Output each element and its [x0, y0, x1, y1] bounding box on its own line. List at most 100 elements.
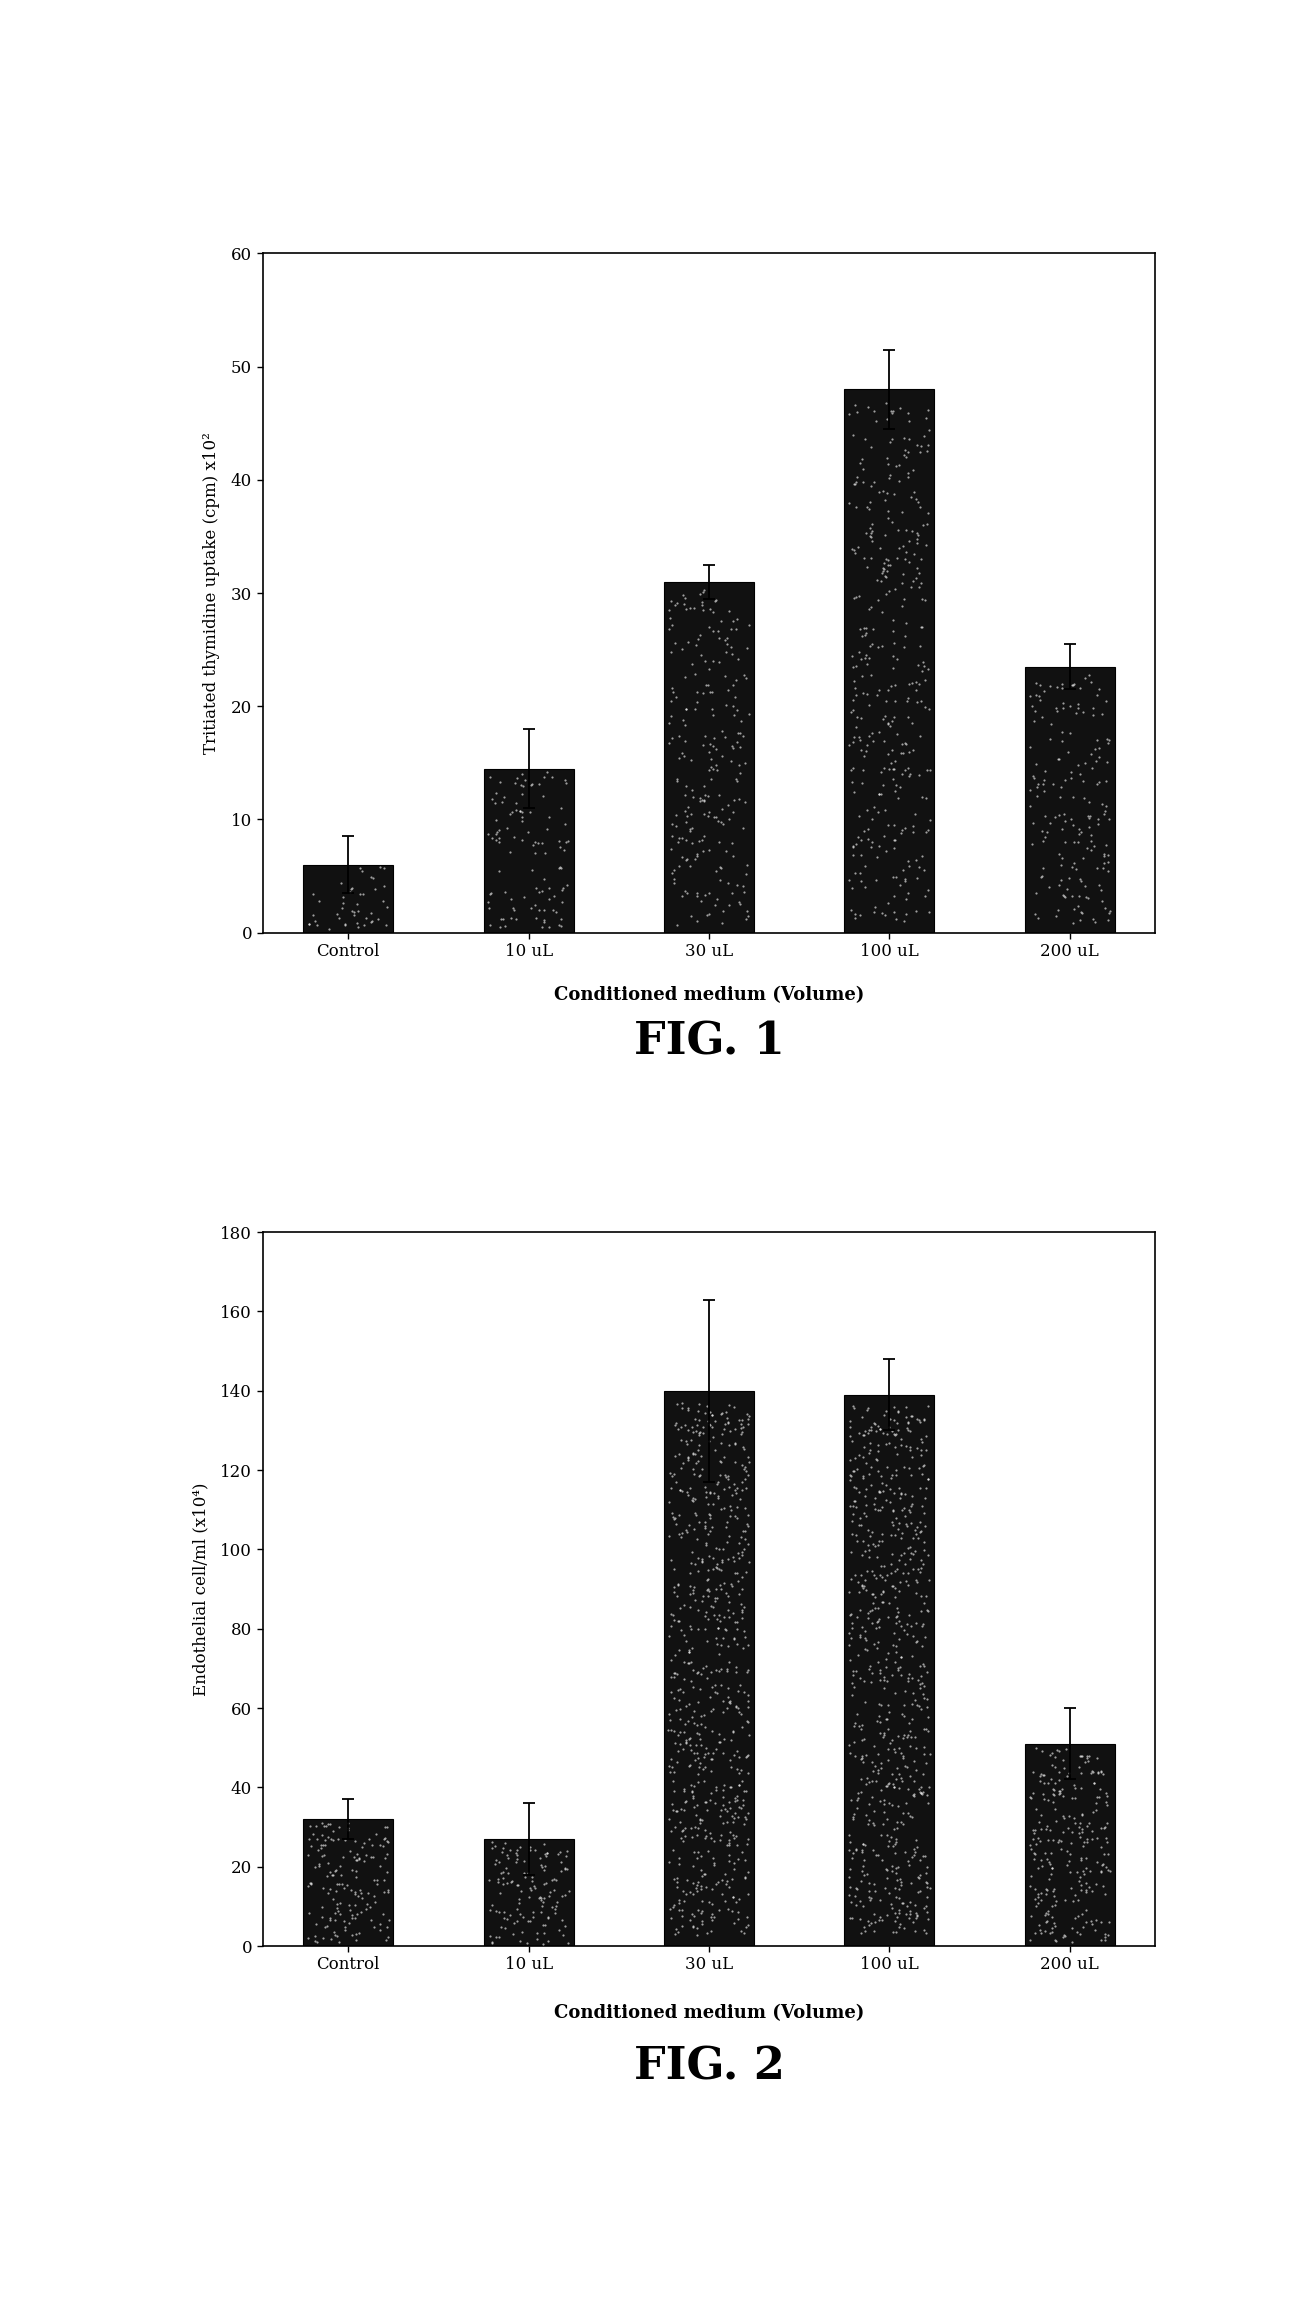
Point	[509, 1895, 530, 1932]
Point	[1045, 1907, 1066, 1944]
Point	[1029, 1916, 1050, 1953]
Point	[1091, 1852, 1112, 1888]
Point	[850, 640, 871, 677]
Point	[885, 772, 906, 808]
Point	[852, 1707, 873, 1743]
Point	[701, 1895, 722, 1932]
Point	[895, 725, 916, 762]
Point	[885, 1552, 906, 1589]
Point	[856, 615, 877, 652]
Point	[848, 1773, 869, 1810]
Point	[1071, 1812, 1092, 1849]
Point	[525, 900, 546, 937]
Point	[671, 1898, 692, 1935]
Point	[688, 1442, 709, 1479]
Point	[718, 1386, 739, 1423]
Point	[327, 1865, 348, 1902]
Point	[330, 1884, 351, 1921]
Point	[1086, 742, 1107, 778]
Point	[692, 1582, 713, 1619]
Point	[881, 1888, 902, 1925]
Point	[860, 1412, 881, 1449]
Point	[859, 1591, 880, 1628]
Point	[884, 474, 905, 511]
Point	[1052, 1771, 1073, 1808]
Point	[735, 1453, 756, 1490]
Point	[697, 1403, 718, 1439]
Point	[660, 1812, 681, 1849]
Point	[911, 1628, 932, 1665]
Point	[869, 1412, 890, 1449]
Point	[1053, 1916, 1074, 1953]
Point	[884, 1835, 905, 1872]
Point	[364, 1861, 385, 1898]
Point	[843, 465, 864, 502]
Point	[700, 1393, 721, 1430]
Point	[660, 1596, 681, 1633]
Point	[901, 514, 922, 550]
Point	[873, 723, 894, 760]
Point	[1087, 799, 1108, 836]
Point	[725, 1649, 746, 1686]
Point	[852, 463, 873, 500]
Point	[718, 1644, 739, 1681]
Point	[907, 647, 928, 684]
Point	[549, 829, 570, 866]
Point	[681, 1895, 702, 1932]
Point	[855, 1476, 876, 1513]
Point	[1082, 696, 1103, 732]
Point	[680, 1766, 701, 1803]
Point	[897, 456, 918, 493]
Point	[734, 1619, 755, 1656]
Point	[738, 1439, 759, 1476]
Point	[687, 1916, 708, 1953]
Point	[884, 1430, 905, 1467]
Point	[889, 463, 910, 500]
Point	[889, 1541, 910, 1578]
Point	[720, 1488, 741, 1525]
Point	[331, 864, 352, 900]
Point	[1086, 677, 1107, 714]
Point	[1061, 1870, 1082, 1907]
Point	[685, 1870, 706, 1907]
Point	[681, 1819, 702, 1856]
Point	[876, 1649, 897, 1686]
Point	[341, 1916, 362, 1953]
Point	[716, 659, 737, 696]
Point	[843, 774, 864, 811]
Point	[302, 1815, 323, 1852]
Point	[1044, 1870, 1065, 1907]
Point	[735, 1909, 756, 1946]
Point	[311, 1817, 332, 1854]
Point	[687, 1520, 708, 1557]
Point	[911, 564, 932, 601]
Point	[853, 1842, 874, 1879]
Point	[861, 1778, 882, 1815]
Point	[851, 1506, 872, 1543]
Point	[902, 732, 923, 769]
Point	[494, 778, 515, 815]
Point	[689, 781, 710, 818]
Point	[890, 1428, 911, 1465]
Point	[676, 875, 697, 912]
Point	[509, 1829, 530, 1865]
Point	[714, 1564, 735, 1601]
Point	[679, 1644, 700, 1681]
Point	[1086, 1785, 1107, 1822]
Point	[738, 1651, 759, 1688]
Point	[1077, 829, 1098, 866]
Point	[877, 1801, 898, 1838]
Point	[697, 1561, 718, 1598]
Point	[1085, 903, 1106, 940]
Point	[1027, 1879, 1048, 1916]
Point	[914, 1838, 935, 1875]
Point	[373, 1829, 394, 1865]
Point	[918, 1389, 939, 1426]
Point	[683, 778, 704, 815]
Point	[722, 686, 743, 723]
Point	[697, 1660, 718, 1697]
Point	[906, 843, 927, 880]
Point	[729, 1667, 750, 1704]
Point	[689, 1720, 710, 1757]
Point	[1070, 1840, 1091, 1877]
